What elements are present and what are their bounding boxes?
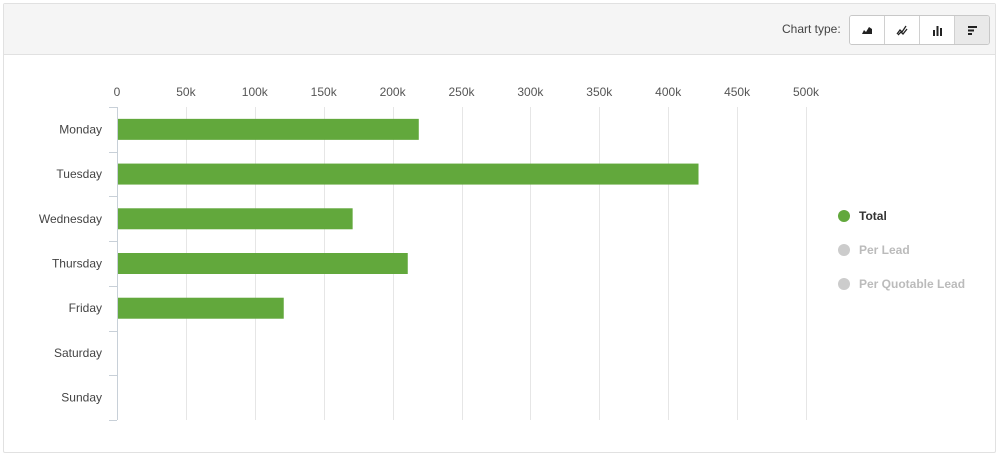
line-chart-button[interactable] [885, 16, 920, 44]
x-tick-label: 300k [517, 85, 544, 99]
legend-label-total: Total [859, 209, 887, 223]
legend-item-total[interactable]: Total [838, 199, 965, 233]
x-tick-label: 150k [311, 85, 338, 99]
legend-label-per-lead: Per Lead [859, 243, 910, 257]
x-tick-label: 500k [793, 85, 820, 99]
column-chart-button[interactable] [920, 16, 955, 44]
chart-toolbar: Chart type: [4, 4, 995, 55]
x-tick-label: 350k [586, 85, 613, 99]
x-tick-label: 250k [448, 85, 475, 99]
bar [118, 163, 699, 185]
bar [118, 297, 284, 319]
category-label: Monday [59, 122, 102, 136]
column-chart-icon [932, 25, 942, 36]
x-tick-label: 200k [380, 85, 407, 99]
category-label: Sunday [61, 391, 102, 405]
bar [118, 118, 419, 140]
area-chart-button[interactable] [850, 16, 885, 44]
x-tick-label: 50k [176, 85, 196, 99]
chart-type-label: Chart type: [782, 22, 841, 36]
legend-dot-total [838, 210, 850, 222]
bar [118, 253, 408, 274]
x-tick-label: 450k [724, 85, 751, 99]
legend-item-per-quotable-lead[interactable]: Per Quotable Lead [838, 267, 965, 301]
chart-legend: Total Per Lead Per Quotable Lead [838, 199, 965, 301]
category-label: Friday [69, 301, 102, 315]
x-tick-label: 100k [242, 85, 269, 99]
bar-chart-button[interactable] [955, 16, 989, 44]
bar [118, 208, 353, 230]
area-chart-icon [862, 27, 872, 34]
chart-type-selector [849, 15, 990, 45]
legend-item-per-lead[interactable]: Per Lead [838, 233, 965, 267]
legend-label-per-quotable-lead: Per Quotable Lead [859, 277, 966, 291]
category-label: Wednesday [39, 212, 102, 226]
category-label: Thursday [52, 257, 102, 271]
category-label: Saturday [54, 346, 102, 360]
legend-dot-per-quotable-lead [838, 278, 850, 290]
x-tick-label: 0 [114, 85, 121, 99]
x-tick-label: 400k [655, 85, 682, 99]
legend-dot-per-lead [838, 244, 850, 256]
bar-chart-icon [967, 25, 977, 35]
category-label: Tuesday [56, 167, 102, 181]
line-chart-icon [896, 25, 908, 35]
